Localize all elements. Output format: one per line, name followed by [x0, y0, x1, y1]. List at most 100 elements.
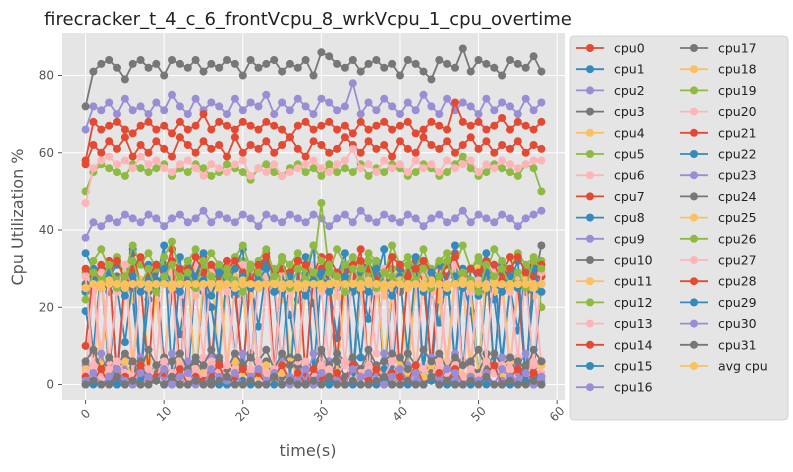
data-point-cpu6	[246, 171, 255, 180]
data-point-cpu31	[262, 380, 271, 389]
data-point-cpu31	[356, 380, 365, 389]
data-point-cpu2	[513, 110, 522, 119]
data-point-cpu9	[278, 218, 287, 227]
data-point-cpu26	[482, 260, 491, 269]
data-point-cpu31	[372, 376, 381, 385]
data-point-avg-cpu	[333, 280, 342, 289]
data-point-avg-cpu	[175, 280, 184, 289]
data-point-cpu30	[443, 365, 452, 374]
data-point-cpu2	[356, 110, 365, 119]
data-point-cpu21	[419, 256, 428, 265]
data-point-cpu22	[388, 291, 397, 300]
data-point-cpu5	[506, 168, 514, 177]
data-point-cpu26	[270, 272, 279, 281]
legend-label: cpu3	[614, 104, 645, 119]
data-point-cpu28	[278, 361, 287, 370]
data-point-avg-cpu	[309, 280, 318, 289]
data-point-cpu19	[215, 260, 224, 269]
data-point-avg-cpu	[537, 280, 546, 289]
data-point-cpu19	[285, 260, 294, 269]
data-point-cpu0	[380, 141, 389, 149]
data-point-cpu26	[333, 272, 342, 281]
data-point-cpu31	[168, 372, 176, 381]
legend-label: cpu11	[614, 274, 653, 289]
data-point-cpu3	[325, 52, 334, 61]
data-point-cpu5	[120, 171, 129, 180]
data-point-cpu0	[246, 141, 255, 149]
data-point-avg-cpu	[81, 284, 90, 292]
data-point-cpu6	[183, 156, 192, 165]
data-point-cpu19	[348, 253, 357, 262]
data-point-cpu5	[105, 164, 114, 173]
legend-swatch-marker	[586, 150, 594, 158]
data-point-cpu7	[89, 117, 98, 126]
data-point-cpu9	[191, 214, 200, 223]
data-point-cpu28	[333, 369, 342, 377]
legend-label: cpu15	[614, 359, 653, 374]
data-point-cpu26	[207, 272, 216, 281]
data-point-cpu2	[372, 106, 381, 115]
legend-label: cpu7	[614, 189, 645, 204]
data-point-cpu19	[128, 241, 137, 250]
data-point-cpu6	[301, 160, 310, 169]
data-point-cpu9	[529, 210, 538, 219]
data-point-cpu19	[443, 249, 452, 258]
data-point-cpu26	[183, 268, 192, 277]
data-point-cpu6	[443, 156, 452, 165]
legend-swatch-marker	[586, 213, 594, 222]
data-point-cpu6	[325, 168, 334, 177]
data-point-cpu31	[89, 376, 98, 385]
data-point-cpu9	[490, 218, 499, 227]
data-point-cpu3	[230, 59, 239, 68]
data-point-cpu0	[97, 148, 106, 157]
data-point-avg-cpu	[120, 280, 129, 289]
data-point-cpu9	[89, 218, 98, 227]
data-point-cpu27	[506, 365, 514, 374]
data-point-cpu6	[451, 164, 459, 173]
data-point-cpu7	[128, 129, 137, 138]
data-point-cpu6	[309, 156, 318, 165]
data-point-cpu24	[285, 361, 294, 370]
data-point-cpu2	[380, 94, 389, 103]
data-point-cpu2	[191, 94, 200, 103]
data-point-cpu7	[451, 98, 459, 107]
data-point-cpu7	[411, 129, 420, 138]
data-point-cpu1	[301, 253, 310, 262]
data-point-cpu24	[458, 361, 467, 370]
legend-swatch-marker	[586, 234, 594, 243]
data-point-cpu0	[435, 144, 444, 153]
data-point-cpu0	[388, 152, 397, 161]
data-point-cpu3	[293, 63, 302, 72]
data-point-avg-cpu	[270, 280, 279, 289]
data-point-cpu2	[254, 102, 263, 111]
data-point-cpu7	[506, 125, 514, 134]
data-point-avg-cpu	[89, 280, 98, 289]
data-point-cpu27	[466, 365, 475, 374]
data-point-cpu7	[207, 125, 216, 134]
legend-swatch-marker	[690, 256, 698, 264]
data-point-cpu6	[128, 164, 137, 173]
y-axis-label: Cpu Utilization %	[8, 148, 27, 285]
data-point-cpu30	[144, 372, 153, 381]
data-point-cpu6	[168, 168, 176, 177]
data-point-cpu19	[97, 245, 106, 254]
data-point-cpu7	[521, 121, 530, 130]
data-point-cpu5	[317, 171, 326, 180]
data-point-avg-cpu	[278, 280, 287, 289]
data-point-cpu7	[419, 125, 428, 134]
data-point-cpu24	[490, 349, 499, 358]
data-point-cpu24	[427, 357, 436, 366]
data-point-cpu9	[348, 218, 357, 227]
data-point-cpu31	[458, 380, 467, 389]
legend-label: cpu17	[718, 41, 757, 56]
y-tick-label: 60	[39, 146, 54, 160]
data-point-cpu21	[388, 253, 397, 262]
legend: cpu0 cpu1 cpu2 cpu3 cpu4 cpu5 cpu6 cpu7 cpu8 cpu9…	[569, 35, 789, 421]
data-point-cpu7	[309, 125, 318, 134]
data-point-cpu7	[105, 121, 114, 130]
data-point-cpu7	[537, 117, 546, 126]
data-point-cpu3	[490, 63, 499, 72]
data-point-cpu6	[482, 160, 491, 169]
data-point-cpu0	[152, 137, 161, 146]
data-point-cpu0	[136, 141, 145, 149]
